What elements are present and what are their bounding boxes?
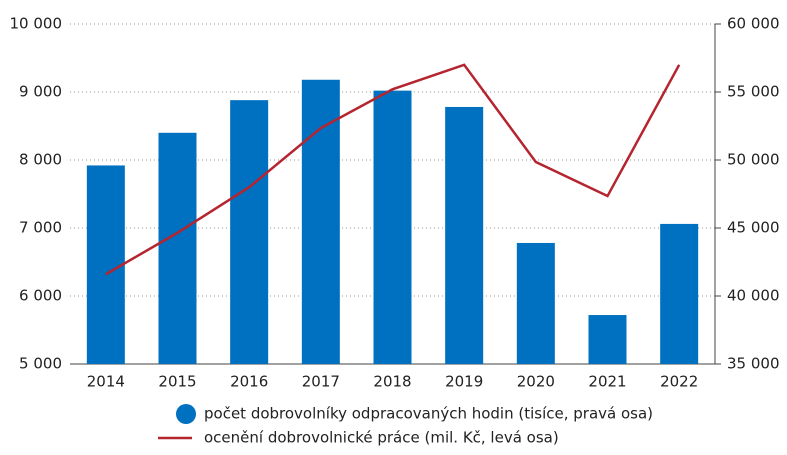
y2-tick-label: 55 000 — [727, 83, 780, 101]
y-tick-label: 8 000 — [19, 151, 62, 169]
y2-tick-label: 60 000 — [727, 15, 780, 33]
x-tick-label: 2021 — [588, 373, 626, 391]
bar — [158, 132, 197, 364]
y-tick-label: 7 000 — [19, 219, 62, 237]
y-tick-label: 5 000 — [19, 355, 62, 373]
bar — [373, 90, 412, 364]
x-tick-label: 2022 — [660, 373, 698, 391]
y2-tick-label: 50 000 — [727, 151, 780, 169]
y2-tick-label: 35 000 — [727, 355, 780, 373]
y2-tick-label: 40 000 — [727, 287, 780, 305]
x-tick-label: 2019 — [445, 373, 483, 391]
y2-tick-label: 45 000 — [727, 219, 780, 237]
x-tick-label: 2016 — [230, 373, 268, 391]
legend-marker — [176, 404, 196, 424]
x-tick-label: 2014 — [87, 373, 125, 391]
x-tick-label: 2020 — [517, 373, 555, 391]
y-tick-label: 6 000 — [19, 287, 62, 305]
bar — [660, 223, 699, 364]
bar — [445, 106, 484, 365]
bar — [516, 242, 555, 364]
bar — [301, 79, 340, 364]
line — [105, 63, 681, 276]
legend-label: ocenění dobrovolnické práce (mil. Kč, le… — [204, 429, 559, 447]
x-tick-label: 2018 — [373, 373, 411, 391]
x-tick-label: 2017 — [302, 373, 340, 391]
y-tick-label: 9 000 — [19, 83, 62, 101]
x-tick-label: 2015 — [158, 373, 196, 391]
legend-label: počet dobrovolníky odpracovaných hodin (… — [204, 405, 653, 423]
bar — [230, 100, 269, 364]
y-tick-label: 10 000 — [10, 15, 63, 33]
bar — [86, 165, 125, 364]
bar — [588, 315, 627, 364]
